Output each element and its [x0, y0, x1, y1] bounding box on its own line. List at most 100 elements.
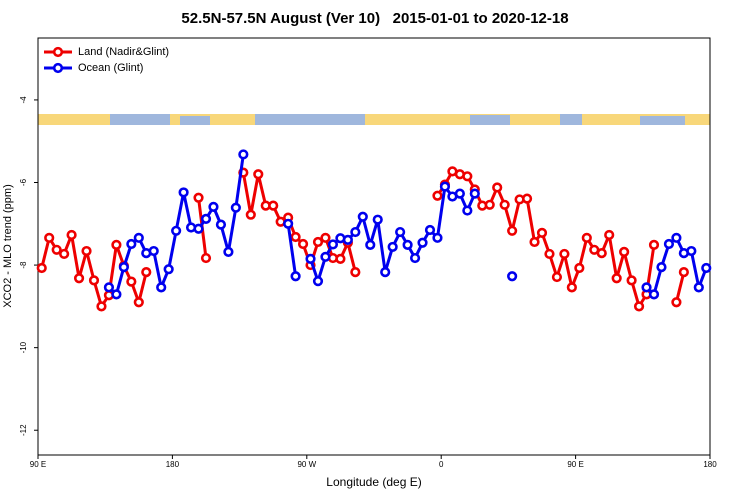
data-point: [66, 229, 77, 241]
data-point: [126, 276, 137, 287]
data-point: [59, 248, 70, 260]
data-point: [268, 200, 279, 211]
data-point: [171, 225, 182, 236]
data-point: [245, 209, 256, 220]
data-point: [656, 262, 667, 273]
map-strip: [38, 114, 710, 125]
data-point: [432, 190, 443, 201]
data-point: [566, 282, 577, 293]
data-point: [118, 262, 129, 273]
plot-frame: [37, 37, 711, 456]
data-point: [44, 232, 55, 243]
data-point: [536, 227, 548, 238]
data-point: [596, 248, 607, 259]
chart-title: 52.5N-57.5N August (Ver 10) 2015-01-01 t…: [181, 10, 568, 27]
data-point: [641, 282, 652, 293]
x-tick-label: 0: [439, 460, 444, 469]
y-tick-label: -12: [19, 424, 28, 436]
data-point: [73, 273, 85, 284]
data-point: [208, 201, 219, 212]
data-point: [387, 241, 398, 253]
data-point: [499, 199, 510, 210]
data-point: [544, 248, 555, 260]
x-axis-label: Longitude (deg E): [326, 475, 421, 489]
data-point: [372, 214, 383, 225]
legend-marker: [52, 62, 64, 74]
y-tick-label: -4: [19, 96, 28, 104]
data-point: [671, 297, 682, 308]
data-point: [619, 246, 630, 257]
data-point: [432, 232, 443, 243]
data-point: [81, 245, 92, 257]
data-point: [148, 245, 159, 257]
data-point: [290, 231, 301, 243]
data-point: [350, 226, 361, 238]
data-point: [200, 213, 212, 224]
series-line: [674, 271, 686, 303]
data-point: [283, 218, 294, 229]
data-point: [357, 211, 368, 222]
data-point: [529, 236, 540, 248]
x-tick-label: 180: [166, 460, 180, 469]
data-point: [484, 199, 495, 210]
y-tick-label: -8: [19, 261, 28, 269]
data-point: [230, 202, 241, 213]
data-point: [320, 232, 331, 243]
data-point: [559, 248, 570, 260]
data-point: [193, 223, 204, 234]
data-point: [141, 266, 152, 278]
data-point: [686, 245, 697, 257]
data-point: [701, 262, 712, 274]
data-point: [51, 244, 62, 255]
data-point: [215, 219, 227, 230]
data-point: [492, 182, 503, 193]
data-point: [439, 181, 451, 192]
data-point: [96, 301, 107, 312]
data-point: [88, 275, 100, 286]
data-point: [507, 271, 518, 282]
data-point: [111, 239, 122, 250]
series-line: [286, 223, 298, 277]
data-point: [111, 289, 122, 300]
data-point: [633, 301, 645, 312]
data-point: [103, 282, 115, 293]
data-point: [663, 238, 675, 250]
data-point: [193, 192, 204, 203]
data-point: [551, 271, 563, 283]
data-point: [678, 266, 689, 278]
x-tick-label: 90 E: [30, 460, 46, 469]
series-line: [436, 169, 656, 308]
x-tick-label: 180: [703, 460, 717, 469]
y-tick-label: -10: [19, 341, 28, 353]
data-point: [320, 251, 331, 262]
data-point: [223, 246, 234, 257]
data-point: [521, 193, 533, 204]
data-point: [200, 252, 212, 264]
y-tick-label: -6: [19, 178, 28, 186]
data-point: [462, 205, 473, 216]
data-point: [462, 171, 473, 182]
data-point: [36, 262, 47, 274]
data-point: [395, 226, 406, 238]
legend-label: Land (Nadir&Glint): [78, 46, 169, 58]
data-point: [454, 188, 465, 199]
data-point: [327, 239, 339, 250]
data-point: [126, 238, 137, 250]
data-point: [365, 239, 376, 250]
data-point: [350, 266, 361, 278]
data-point: [671, 232, 682, 243]
legend-marker: [52, 46, 64, 58]
data-point: [156, 282, 167, 293]
data-point: [648, 289, 660, 300]
data-point: [178, 187, 189, 198]
data-point: [574, 262, 585, 274]
data-point: [626, 275, 637, 286]
data-point: [693, 282, 704, 293]
data-point: [312, 276, 324, 287]
data-point: [297, 238, 309, 250]
legend-label: Ocean (Glint): [78, 62, 143, 74]
data-point: [402, 239, 413, 250]
data-point: [253, 169, 264, 180]
data-point: [163, 264, 174, 275]
data-point: [604, 229, 615, 241]
